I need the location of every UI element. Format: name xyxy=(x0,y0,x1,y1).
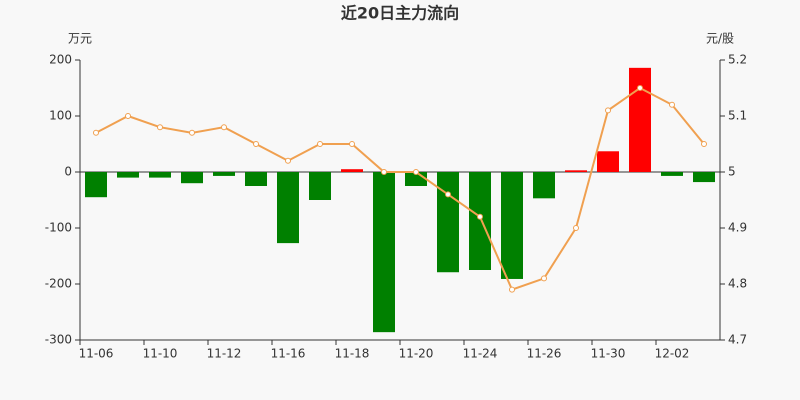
bar xyxy=(341,169,363,172)
price-point xyxy=(381,169,387,175)
price-point xyxy=(221,124,227,131)
x-tick-label: 11-30 xyxy=(591,347,626,361)
price-point xyxy=(349,141,355,147)
bar xyxy=(533,172,555,199)
price-point xyxy=(189,129,195,136)
y-tick-label: -200 xyxy=(45,277,72,291)
y-tick-label: -100 xyxy=(45,221,72,235)
x-tick-label: 11-18 xyxy=(335,347,370,361)
y-tick-label: 0 xyxy=(64,165,72,179)
price-point xyxy=(541,275,547,282)
bar xyxy=(437,172,459,273)
y-axis-label: 万元 xyxy=(68,32,92,46)
bar xyxy=(181,172,203,184)
bar xyxy=(213,172,235,176)
x-tick-label: 11-24 xyxy=(463,347,498,361)
y-tick-label: -300 xyxy=(45,333,72,347)
x-tick-label: 11-06 xyxy=(79,347,114,361)
price-point xyxy=(157,124,163,131)
x-tick-label: 11-16 xyxy=(271,347,306,361)
bar xyxy=(373,172,395,333)
y2-axis-label: 元/股 xyxy=(706,32,734,46)
y-tick-label: 200 xyxy=(49,53,72,67)
bar xyxy=(661,172,683,176)
y2-tick-label: 5 xyxy=(728,165,736,179)
x-tick-label: 11-26 xyxy=(527,347,562,361)
price-point xyxy=(605,107,611,114)
price-point xyxy=(93,129,99,136)
price-point xyxy=(669,101,675,108)
price-line xyxy=(95,86,705,291)
bar xyxy=(149,172,171,178)
bar xyxy=(597,151,619,172)
price-point xyxy=(701,141,707,147)
price-point xyxy=(509,286,515,293)
price-point xyxy=(477,213,483,220)
x-tick-label: 11-12 xyxy=(207,347,242,361)
bar xyxy=(277,172,299,244)
y2-tick-label: 5.1 xyxy=(728,109,747,123)
bar xyxy=(693,172,715,183)
chart-title: 近20日主力流向 xyxy=(341,4,459,23)
price-point xyxy=(573,225,579,231)
y2-tick-label: 4.7 xyxy=(728,333,747,347)
bar xyxy=(501,172,523,279)
price-point xyxy=(253,141,259,147)
y2-tick-label: 5.2 xyxy=(728,53,747,67)
price-point xyxy=(285,157,291,164)
price-point xyxy=(637,85,643,91)
price-point xyxy=(445,191,451,198)
price-point xyxy=(413,169,419,175)
x-tick-label: 12-02 xyxy=(655,347,690,361)
x-tick-label: 11-20 xyxy=(399,347,434,361)
price-point xyxy=(125,113,131,119)
bar xyxy=(117,172,139,178)
bar xyxy=(85,172,107,198)
bar xyxy=(629,67,651,172)
bar xyxy=(469,172,491,270)
bar xyxy=(309,172,331,200)
x-tick-label: 11-10 xyxy=(143,347,178,361)
y2-tick-label: 4.8 xyxy=(728,277,747,291)
y2-tick-label: 4.9 xyxy=(728,221,747,235)
price-point xyxy=(317,141,323,147)
bar xyxy=(245,172,267,186)
y-tick-label: 100 xyxy=(49,109,72,123)
bar xyxy=(565,170,587,172)
